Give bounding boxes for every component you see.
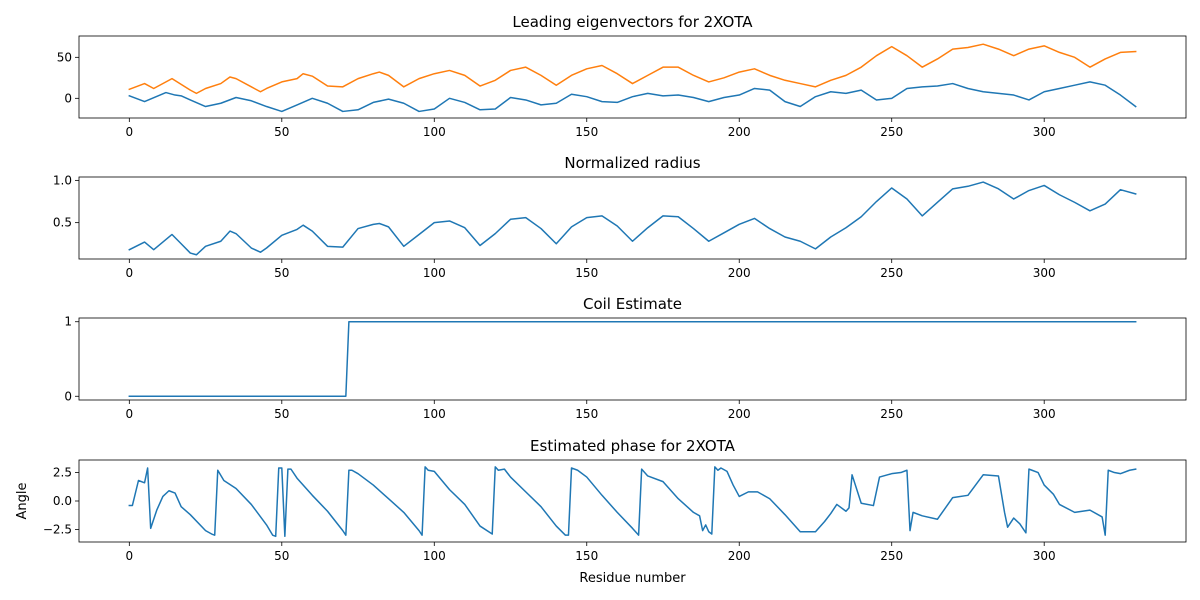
x-tick-label: 50 [274, 407, 289, 421]
chart-panel-1: 0 50 100 150 200 250 300 0 50 Leading eigenvector… [57, 13, 1187, 139]
x-tick-label: 300 [1033, 266, 1056, 280]
x-tick-label: 150 [575, 125, 598, 139]
chart-panel-3: 0 50 100 150 200 250 300 0 1 Coil Estimate [64, 295, 1187, 421]
x-tick-label: 300 [1033, 407, 1056, 421]
x-tick-label: 0 [125, 266, 133, 280]
y-tick-label: 50 [57, 50, 72, 64]
chart-panel-2: 0 50 100 150 200 250 300 0.5 1.0 Normalized radiu… [53, 154, 1187, 280]
x-tick-label: 250 [880, 407, 903, 421]
chart-title: Normalized radius [564, 154, 700, 172]
x-tick-label: 150 [575, 407, 598, 421]
x-tick-label: 100 [423, 407, 446, 421]
axes-frame [78, 459, 1187, 543]
chart-title: Estimated phase for 2XOTA [530, 437, 736, 455]
x-tick-label: 100 [423, 125, 446, 139]
y-tick-label: 0 [64, 389, 72, 403]
x-tick-label: 250 [880, 266, 903, 280]
x-tick-label: 100 [423, 266, 446, 280]
chart-panel-4: 0 50 100 150 200 250 300 −2.5 0.0 2.5 Estimated ph… [15, 437, 1187, 586]
x-tick-label: 200 [728, 266, 751, 280]
x-tick-label: 0 [125, 407, 133, 421]
x-tick-label: 200 [728, 549, 751, 563]
y-tick-label: −2.5 [43, 522, 72, 536]
x-tick-label: 300 [1033, 125, 1056, 139]
series-line-1 [128, 81, 1137, 113]
x-tick-label: 50 [274, 266, 289, 280]
y-tick-label: 0.0 [53, 494, 72, 508]
x-tick-label: 200 [728, 125, 751, 139]
y-tick-label: 1 [64, 315, 72, 329]
x-tick-label: 300 [1033, 549, 1056, 563]
x-tick-label: 200 [728, 407, 751, 421]
x-tick-label: 250 [880, 549, 903, 563]
axes-frame [78, 317, 1187, 401]
x-tick-label: 50 [274, 549, 289, 563]
y-tick-label: 2.5 [53, 466, 72, 480]
x-tick-label: 250 [880, 125, 903, 139]
y-tick-label: 0 [64, 91, 72, 105]
chart-title: Coil Estimate [583, 295, 682, 313]
chart-title: Leading eigenvectors for 2XOTA [512, 13, 753, 31]
y-tick-label: 1.0 [53, 173, 72, 187]
y-axis-label: Angle [15, 483, 30, 520]
x-tick-label: 50 [274, 125, 289, 139]
series-line-1 [128, 466, 1137, 538]
x-axis-label: Residue number [579, 571, 686, 586]
x-tick-label: 150 [575, 266, 598, 280]
axes-frame [78, 176, 1187, 260]
series-line-2 [128, 43, 1137, 95]
x-tick-label: 0 [125, 125, 133, 139]
series-line-1 [128, 181, 1137, 256]
x-tick-label: 0 [125, 549, 133, 563]
axes-frame [78, 35, 1187, 119]
x-tick-label: 100 [423, 549, 446, 563]
series-line-1 [128, 320, 1137, 398]
x-tick-label: 150 [575, 549, 598, 563]
y-tick-label: 0.5 [53, 216, 72, 230]
